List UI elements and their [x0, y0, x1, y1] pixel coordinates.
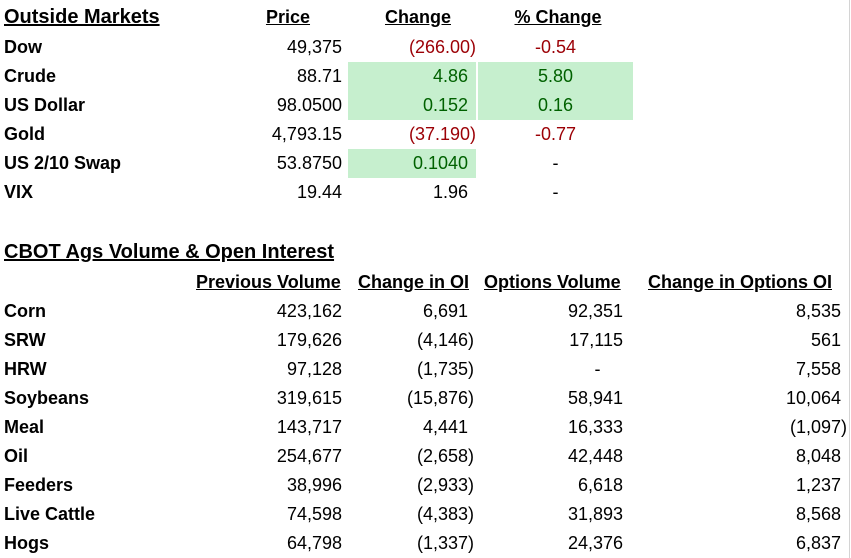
cbot-title-row: CBOT Ags Volume & Open Interest: [0, 238, 851, 267]
commodity-name: Hogs: [4, 533, 49, 553]
change-in-oi: (4,146): [416, 330, 474, 350]
pct-change-header: % Change: [514, 7, 602, 27]
market-pct-change: -0.54: [534, 37, 577, 57]
options-volume: 92,351: [567, 301, 623, 321]
previous-volume: 254,677: [276, 446, 342, 466]
previous-volume: 319,615: [276, 388, 342, 408]
cbot-row-live-cattle: Live Cattle 74,598 (4,383) 31,893 8,568: [0, 500, 851, 529]
market-pct-change: 0.16: [478, 91, 633, 120]
market-row-gold: Gold 4,793.15 (37.190) -0.77: [0, 120, 851, 149]
market-change: 0.152: [348, 91, 476, 120]
market-price: 53.8750: [276, 153, 342, 173]
change-in-oi: (15,876): [406, 388, 474, 408]
market-name: Crude: [4, 66, 57, 86]
market-price: 4,793.15: [271, 124, 342, 144]
options-volume: 16,333: [567, 417, 623, 437]
previous-volume: 64,798: [286, 533, 342, 553]
market-change: 0.1040: [348, 149, 476, 178]
market-name: US Dollar: [4, 95, 86, 115]
cbot-header-row: Previous Volume Change in OI Options Vol…: [0, 268, 851, 297]
market-row-vix: VIX 19.44 1.96 -: [0, 178, 851, 207]
market-price: 88.71: [296, 66, 342, 86]
previous-volume: 179,626: [276, 330, 342, 350]
options-volume: 58,941: [567, 388, 623, 408]
market-pct-change: 5.80: [478, 62, 633, 91]
change-header: Change: [384, 7, 451, 27]
market-name: VIX: [4, 182, 34, 202]
commodity-name: SRW: [4, 330, 46, 350]
options-volume: 31,893: [567, 504, 623, 524]
commodity-name: Live Cattle: [4, 504, 96, 524]
outside-markets-title: Outside Markets: [4, 6, 160, 28]
previous-volume-header: Previous Volume: [196, 272, 341, 292]
previous-volume: 38,996: [286, 475, 342, 495]
previous-volume: 423,162: [276, 301, 342, 321]
cbot-row-feeders: Feeders 38,996 (2,933) 6,618 1,237: [0, 471, 851, 500]
change-in-oi: (2,658): [416, 446, 474, 466]
market-change: (266.00): [408, 37, 476, 57]
change-in-options-oi: 8,535: [795, 301, 841, 321]
previous-volume: 97,128: [286, 359, 342, 379]
price-header: Price: [265, 7, 311, 27]
commodity-name: Feeders: [4, 475, 74, 495]
cbot-row-soybeans: Soybeans 319,615 (15,876) 58,941 10,064: [0, 384, 851, 413]
change-in-options-oi: 561: [810, 330, 841, 350]
commodity-name: HRW: [4, 359, 47, 379]
cbot-row-hogs: Hogs 64,798 (1,337) 24,376 6,837: [0, 529, 851, 558]
change-in-options-oi: (1,097): [789, 417, 847, 437]
market-pct-change: -: [552, 153, 559, 173]
market-price: 49,375: [286, 37, 342, 57]
market-name: US 2/10 Swap: [4, 153, 122, 173]
change-in-options-oi: 6,837: [795, 533, 841, 553]
cbot-title: CBOT Ags Volume & Open Interest: [4, 241, 335, 263]
cbot-row-hrw: HRW 97,128 (1,735) - 7,558: [0, 355, 851, 384]
change-in-options-oi-header: Change in Options OI: [648, 272, 832, 292]
cbot-row-meal: Meal 143,717 4,441 16,333 (1,097): [0, 413, 851, 442]
commodity-name: Oil: [4, 446, 29, 466]
options-volume: 24,376: [567, 533, 623, 553]
market-price: 19.44: [296, 182, 342, 202]
cbot-row-oil: Oil 254,677 (2,658) 42,448 8,048: [0, 442, 851, 471]
options-volume-header: Options Volume: [484, 272, 621, 292]
change-in-options-oi: 8,048: [795, 446, 841, 466]
change-in-options-oi: 8,568: [795, 504, 841, 524]
options-volume: -: [594, 359, 601, 379]
change-in-oi: (2,933): [416, 475, 474, 495]
market-row-us-2-10-swap: US 2/10 Swap 53.8750 0.1040 -: [0, 149, 851, 178]
previous-volume: 143,717: [276, 417, 342, 437]
cbot-row-srw: SRW 179,626 (4,146) 17,115 561: [0, 326, 851, 355]
market-row-us-dollar: US Dollar 98.0500 0.152 0.16: [0, 91, 851, 120]
market-change: (37.190): [408, 124, 476, 144]
change-in-options-oi: 10,064: [785, 388, 841, 408]
cbot-row-corn: Corn 423,162 6,691 92,351 8,535: [0, 297, 851, 326]
sheet-right-border: [849, 0, 850, 558]
change-in-oi: (1,337): [416, 533, 474, 553]
change-in-oi-header: Change in OI: [358, 272, 470, 292]
change-in-oi: 4,441: [422, 417, 468, 437]
options-volume: 42,448: [567, 446, 623, 466]
outside-markets-header-row: Outside Markets Price Change % Change: [0, 3, 851, 32]
change-in-oi: (4,383): [416, 504, 474, 524]
market-pct-change: -: [552, 182, 559, 202]
market-price: 98.0500: [276, 95, 342, 115]
options-volume: 17,115: [569, 330, 623, 350]
commodity-name: Meal: [4, 417, 45, 437]
market-row-crude: Crude 88.71 4.86 5.80: [0, 62, 851, 91]
market-pct-change: -0.77: [534, 124, 577, 144]
previous-volume: 74,598: [286, 504, 342, 524]
commodity-name: Soybeans: [4, 388, 90, 408]
change-in-options-oi: 7,558: [795, 359, 841, 379]
change-in-oi: (1,735): [416, 359, 474, 379]
commodity-name: Corn: [4, 301, 46, 321]
market-name: Gold: [4, 124, 45, 144]
market-change: 1.96: [432, 182, 468, 202]
market-row-dow: Dow 49,375 (266.00) -0.54: [0, 33, 851, 62]
options-volume: 6,618: [577, 475, 623, 495]
market-name: Dow: [4, 37, 42, 57]
change-in-oi: 6,691: [422, 301, 468, 321]
market-change: 4.86: [348, 62, 476, 91]
change-in-options-oi: 1,237: [795, 475, 841, 495]
